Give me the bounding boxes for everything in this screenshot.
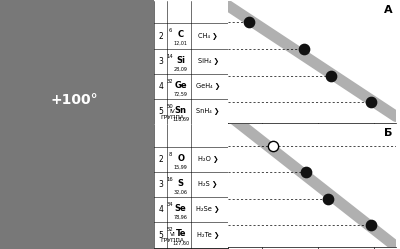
Text: 4: 4 <box>158 82 163 91</box>
Point <box>368 100 374 104</box>
Point <box>270 144 276 148</box>
Text: 6: 6 <box>168 28 172 33</box>
Text: 127,60: 127,60 <box>172 240 189 245</box>
Text: 52: 52 <box>167 227 174 232</box>
Text: +100°: +100° <box>50 93 98 107</box>
Text: 32,06: 32,06 <box>174 190 188 195</box>
Text: 2: 2 <box>158 155 163 164</box>
Point <box>246 20 252 24</box>
Text: S: S <box>178 179 184 188</box>
Text: IV
ГРУППА: IV ГРУППА <box>160 109 184 120</box>
Text: 16: 16 <box>167 177 174 182</box>
Text: 15,99: 15,99 <box>174 165 188 170</box>
Text: 5: 5 <box>158 107 163 116</box>
Point <box>270 146 276 150</box>
Text: 4: 4 <box>158 205 163 214</box>
Text: Se: Se <box>175 204 186 213</box>
Point <box>270 148 276 152</box>
Text: GeH₄ ❯: GeH₄ ❯ <box>196 83 220 90</box>
Text: 3: 3 <box>158 180 163 189</box>
Text: 12,01: 12,01 <box>174 41 188 46</box>
Text: H₂Te ❯: H₂Te ❯ <box>197 232 219 239</box>
Text: H₂Se ❯: H₂Se ❯ <box>196 206 220 213</box>
Text: 118,69: 118,69 <box>172 117 189 122</box>
Text: O: O <box>177 154 184 163</box>
Text: Б: Б <box>384 128 393 138</box>
Text: CH₄ ❯: CH₄ ❯ <box>198 33 218 40</box>
Point <box>324 197 331 201</box>
Point <box>328 73 334 77</box>
Text: 14: 14 <box>167 54 174 59</box>
Text: Si: Si <box>176 56 185 64</box>
Point <box>270 145 276 149</box>
Point <box>301 47 307 51</box>
Text: SiH₄ ❯: SiH₄ ❯ <box>198 58 218 65</box>
Text: Sn: Sn <box>175 106 187 115</box>
Text: 72,59: 72,59 <box>174 92 188 97</box>
Text: Ge: Ge <box>174 81 187 90</box>
Text: 8: 8 <box>168 152 172 157</box>
Point <box>368 223 374 227</box>
Text: 3: 3 <box>158 57 163 66</box>
Text: 78,96: 78,96 <box>174 215 188 220</box>
Text: VI
ГРУППА: VI ГРУППА <box>160 232 184 243</box>
Text: Te: Te <box>175 229 186 238</box>
Point <box>303 170 310 174</box>
Text: А: А <box>384 5 393 15</box>
Text: 5: 5 <box>158 231 163 240</box>
Text: H₂O ❯: H₂O ❯ <box>198 156 218 163</box>
Text: 2: 2 <box>158 32 163 41</box>
Text: C: C <box>178 30 184 39</box>
Text: 34: 34 <box>167 202 174 207</box>
Text: SnH₄ ❯: SnH₄ ❯ <box>196 108 220 115</box>
Text: 28,09: 28,09 <box>174 66 188 71</box>
Point <box>270 144 276 148</box>
Text: 32: 32 <box>167 79 174 84</box>
Text: H₂S ❯: H₂S ❯ <box>198 181 218 188</box>
Text: 50: 50 <box>167 104 174 109</box>
